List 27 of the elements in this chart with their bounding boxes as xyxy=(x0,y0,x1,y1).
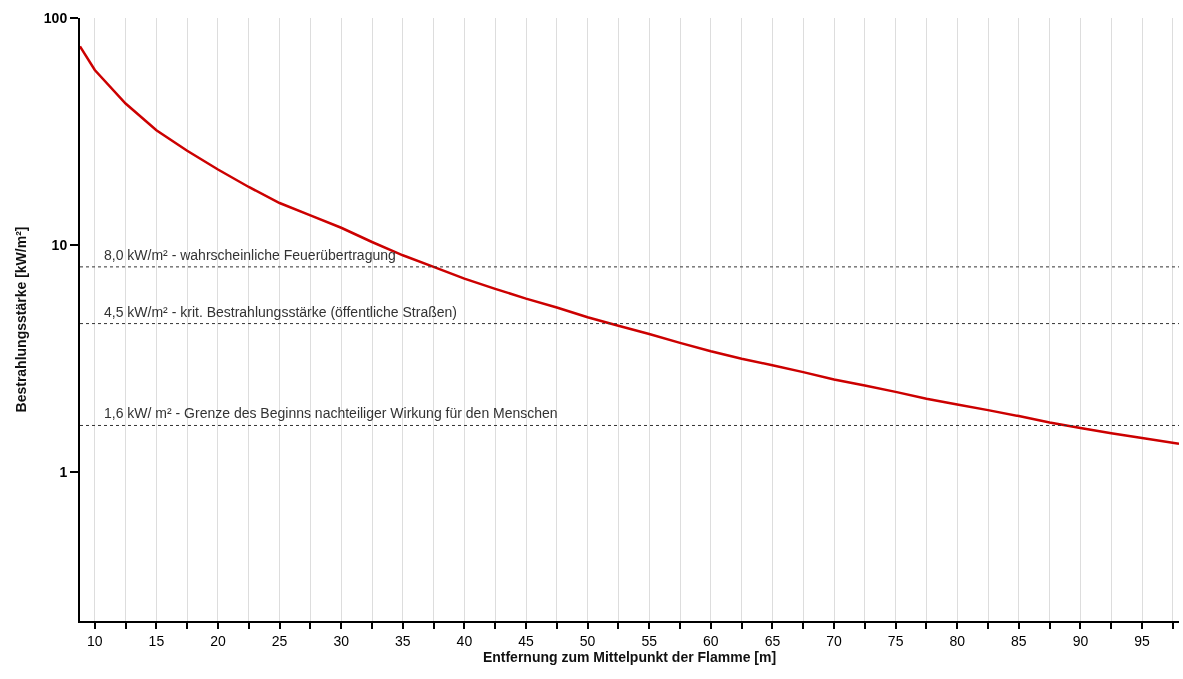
y-tick-label: 100 xyxy=(43,9,68,26)
y-axis-title: Bestrahlungsstärke [kW/m²] xyxy=(12,226,29,413)
line-series xyxy=(80,45,1179,445)
x-tick-label: 15 xyxy=(148,632,165,649)
x-tick-label: 50 xyxy=(579,632,596,649)
x-tick-label: 65 xyxy=(764,632,781,649)
x-tick-label: 30 xyxy=(333,632,350,649)
x-tick-label: 80 xyxy=(949,632,966,649)
x-tick-label: 35 xyxy=(395,632,411,649)
x-tick-label: 60 xyxy=(703,632,719,649)
x-tick-label: 45 xyxy=(518,632,535,649)
x-tick-label: 70 xyxy=(826,632,843,649)
x-tick-label: 20 xyxy=(210,632,226,649)
x-tick-label: 25 xyxy=(271,632,288,649)
x-tick-label: 95 xyxy=(1134,632,1151,649)
y-tick-label: 10 xyxy=(51,236,68,253)
x-tick-label: 75 xyxy=(887,632,904,649)
x-tick-label: 90 xyxy=(1072,632,1089,649)
x-tick-label: 55 xyxy=(641,632,658,649)
ref-line-label: 8,0 kW/m² - wahrscheinliche Feuerübertragung xyxy=(104,247,396,263)
x-tick-label: 40 xyxy=(456,632,473,649)
y-tick-label: 1 xyxy=(59,463,68,480)
ref-line-label: 1,6 kW/ m² - Grenze des Beginns nachteiliger Wirkung für den Menschen xyxy=(104,405,558,421)
x-tick-label: 85 xyxy=(1011,632,1027,649)
x-axis-title: Entfernung zum Mittelpunkt der Flamme [m] xyxy=(482,648,777,665)
x-tick-label: 10 xyxy=(86,632,103,649)
ref-line-label: 4,5 kW/m² - krit. Bestrahlungsstärke (öffentliche Straßen) xyxy=(104,304,457,320)
